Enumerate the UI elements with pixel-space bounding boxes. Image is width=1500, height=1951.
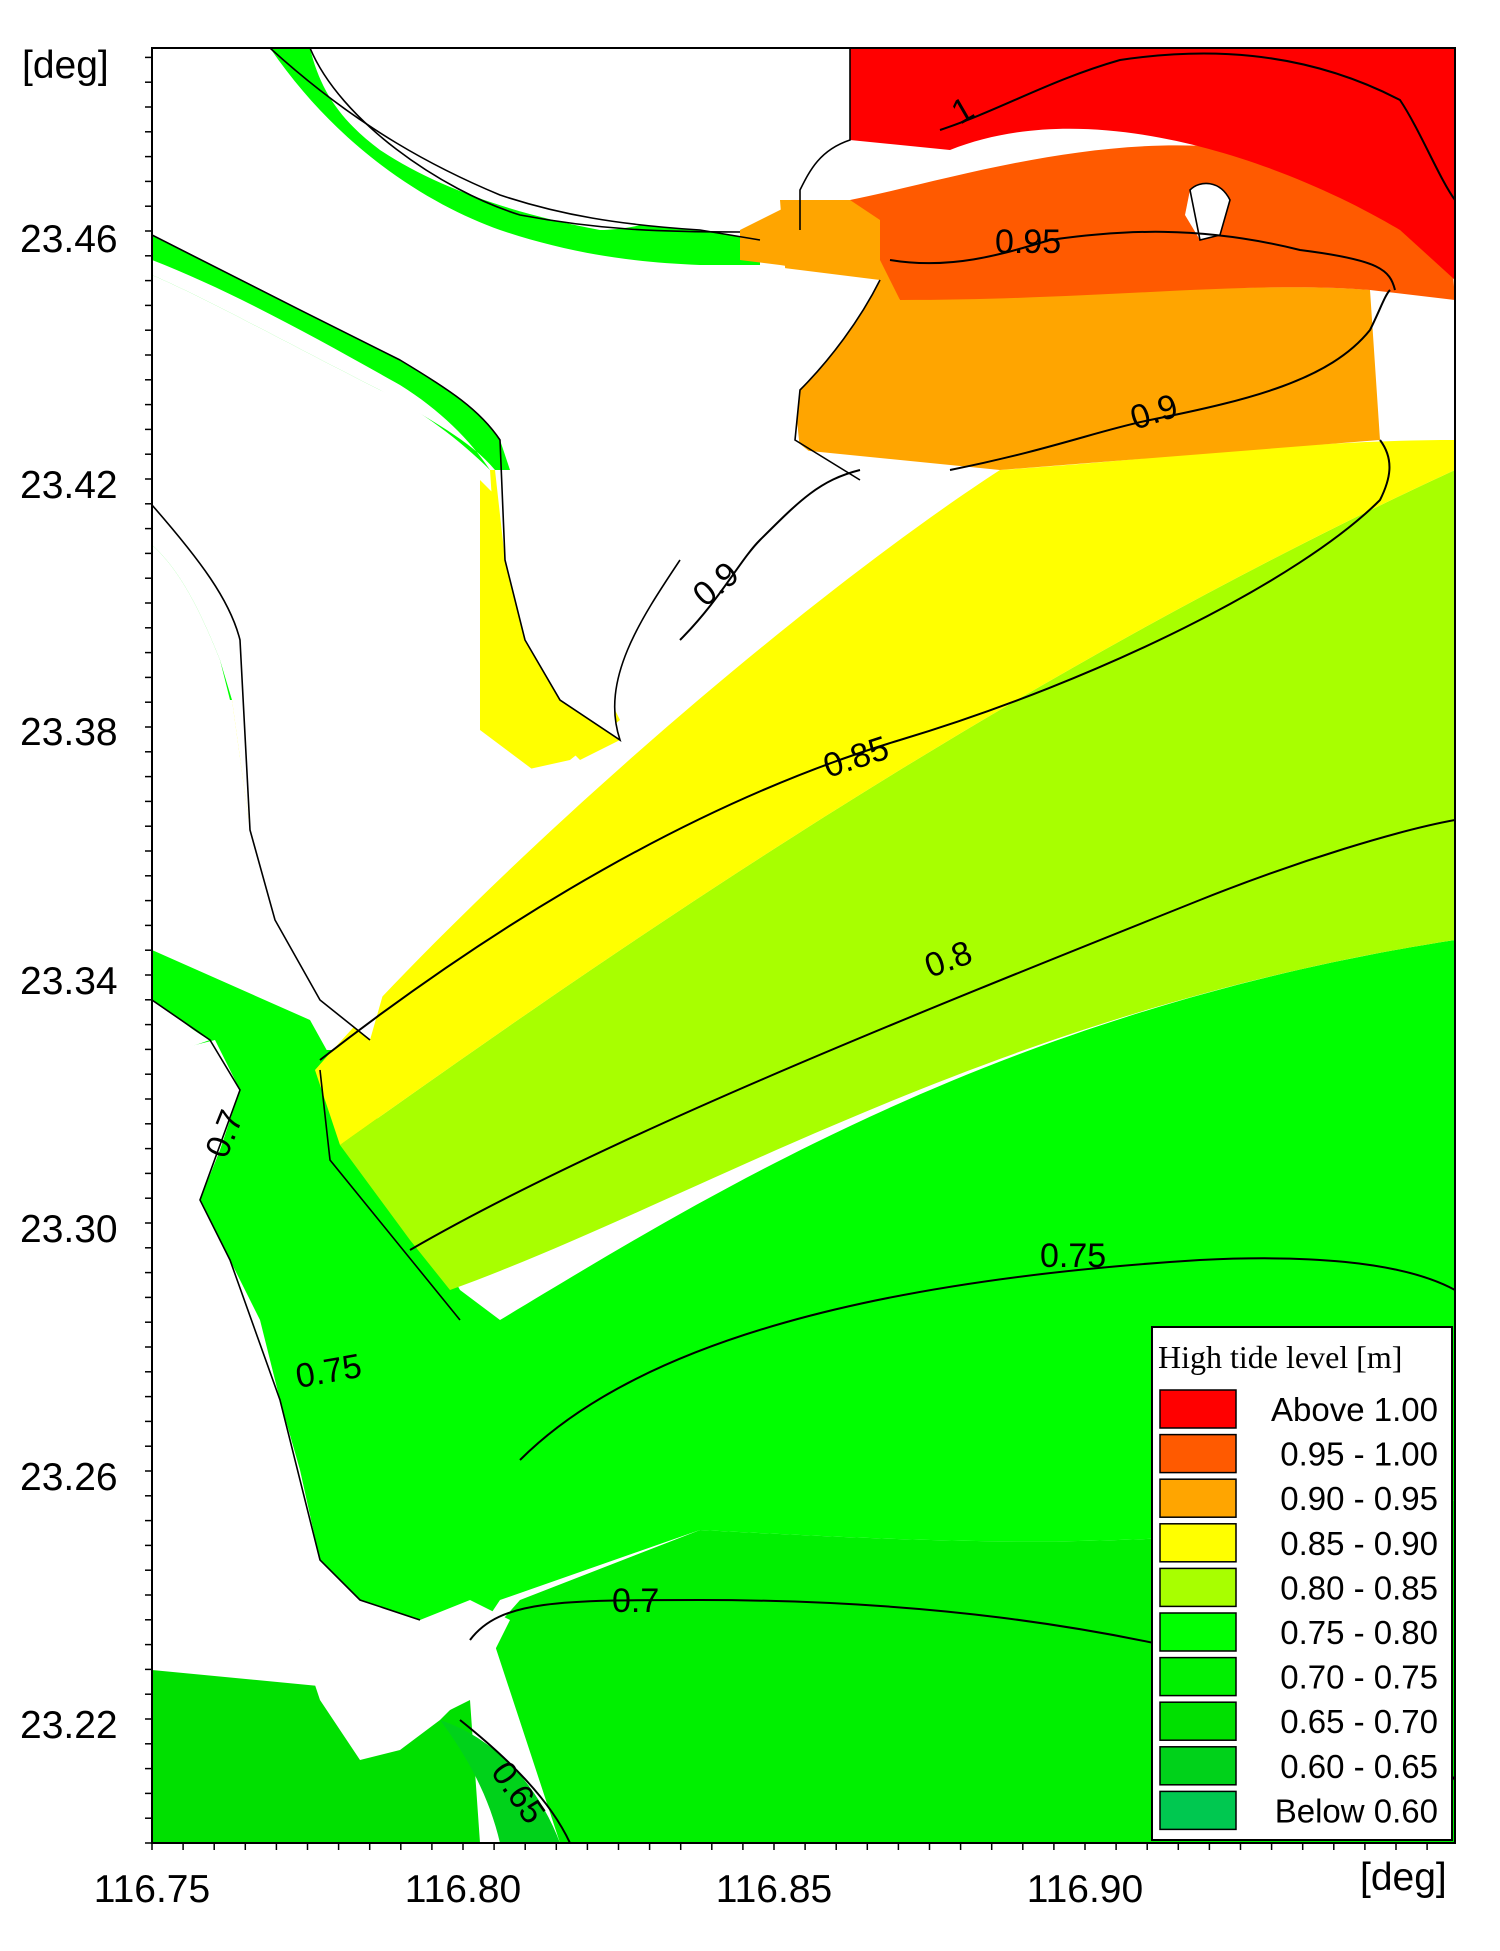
x-axis-minor-ticks (151, 1843, 1428, 1850)
y-tick-label: 23.42 (20, 464, 118, 507)
band-0.85-0.90 (315, 440, 1455, 1145)
legend-swatch (1159, 1656, 1237, 1697)
band-0.75-0.80 (152, 940, 1455, 1690)
coastlines (152, 48, 1231, 1621)
contour-label-0.7-south: 0.7 (612, 1582, 659, 1620)
legend-swatch (1159, 1701, 1237, 1741)
contour-label-0.95: 0.95 (995, 223, 1061, 261)
legend-swatch (1159, 1612, 1237, 1652)
legend-label: 0.60 - 0.65 (1280, 1748, 1438, 1785)
island (1185, 183, 1230, 240)
legend-swatch (1159, 1746, 1237, 1786)
legend-label: 0.65 - 0.70 (1280, 1703, 1438, 1740)
legend-label: 0.70 - 0.75 (1280, 1659, 1438, 1696)
y-axis-minor-ticks (145, 56, 152, 1844)
y-tick-label: 23.34 (20, 960, 118, 1003)
legend-label: Above 1.00 (1271, 1391, 1438, 1428)
contour-label-0.75-east: 0.75 (1040, 1237, 1106, 1275)
y-tick-label: 23.30 (20, 1208, 118, 1251)
legend-title: High tide level [m] (1158, 1339, 1402, 1375)
y-tick-label: 23.22 (20, 1704, 118, 1747)
legend-swatch (1159, 1523, 1237, 1563)
x-tick-label: 116.75 (94, 1868, 210, 1911)
land-west (152, 390, 560, 1040)
legend-swatch (1159, 1790, 1237, 1831)
band-0.60-0.65 (440, 1720, 560, 1843)
legend-items: Above 1.00 0.95 - 1.00 0.90 - 0.95 0.85 - 0… (1159, 1389, 1438, 1831)
legend-swatch (1159, 1389, 1237, 1429)
legend-label: 0.80 - 0.85 (1280, 1569, 1438, 1606)
land-southwest (152, 1040, 510, 1760)
x-axis: 116.75 116.80 116.85 116.90 [deg] (94, 1856, 1447, 1911)
x-axis-unit: [deg] (1360, 1856, 1447, 1899)
river-channel-west-yellow (490, 470, 620, 760)
x-tick-label: 116.90 (1027, 1868, 1143, 1911)
plot-frame (151, 47, 1456, 1844)
y-axis: [deg] 23.46 23.42 23.38 23.34 23.30 23.2… (20, 44, 118, 1747)
x-tick-label: 116.85 (716, 1868, 832, 1911)
river-mouth-orange (740, 200, 880, 280)
land-southwest-coastal-strip (152, 1000, 210, 1060)
legend-label: 0.90 - 0.95 (1280, 1480, 1438, 1517)
legend-label: Below 0.60 (1275, 1792, 1438, 1829)
legend: High tide level [m] Above 1.00 0.95 - 1.0… (1151, 1326, 1453, 1841)
y-tick-label: 23.46 (20, 218, 118, 261)
legend-swatch (1159, 1478, 1237, 1518)
x-tick-label: 116.80 (405, 1868, 521, 1911)
y-tick-label: 23.26 (20, 1456, 118, 1499)
legend-label: 0.75 - 0.80 (1280, 1614, 1438, 1651)
band-0.80-0.85 (340, 470, 1455, 1290)
contour-label-0.9-estuary: 0.9 (686, 555, 747, 614)
legend-swatch (1159, 1433, 1237, 1474)
legend-label: 0.85 - 0.90 (1280, 1525, 1438, 1562)
land-central (152, 260, 800, 740)
y-axis-unit: [deg] (22, 44, 109, 87)
land-northeast-gap (500, 265, 880, 480)
contour-lines (319, 52, 1455, 1843)
land-north (310, 48, 850, 230)
legend-label: 0.95 - 1.00 (1280, 1436, 1438, 1473)
legend-swatch (1159, 1567, 1237, 1608)
y-tick-label: 23.38 (20, 711, 118, 754)
